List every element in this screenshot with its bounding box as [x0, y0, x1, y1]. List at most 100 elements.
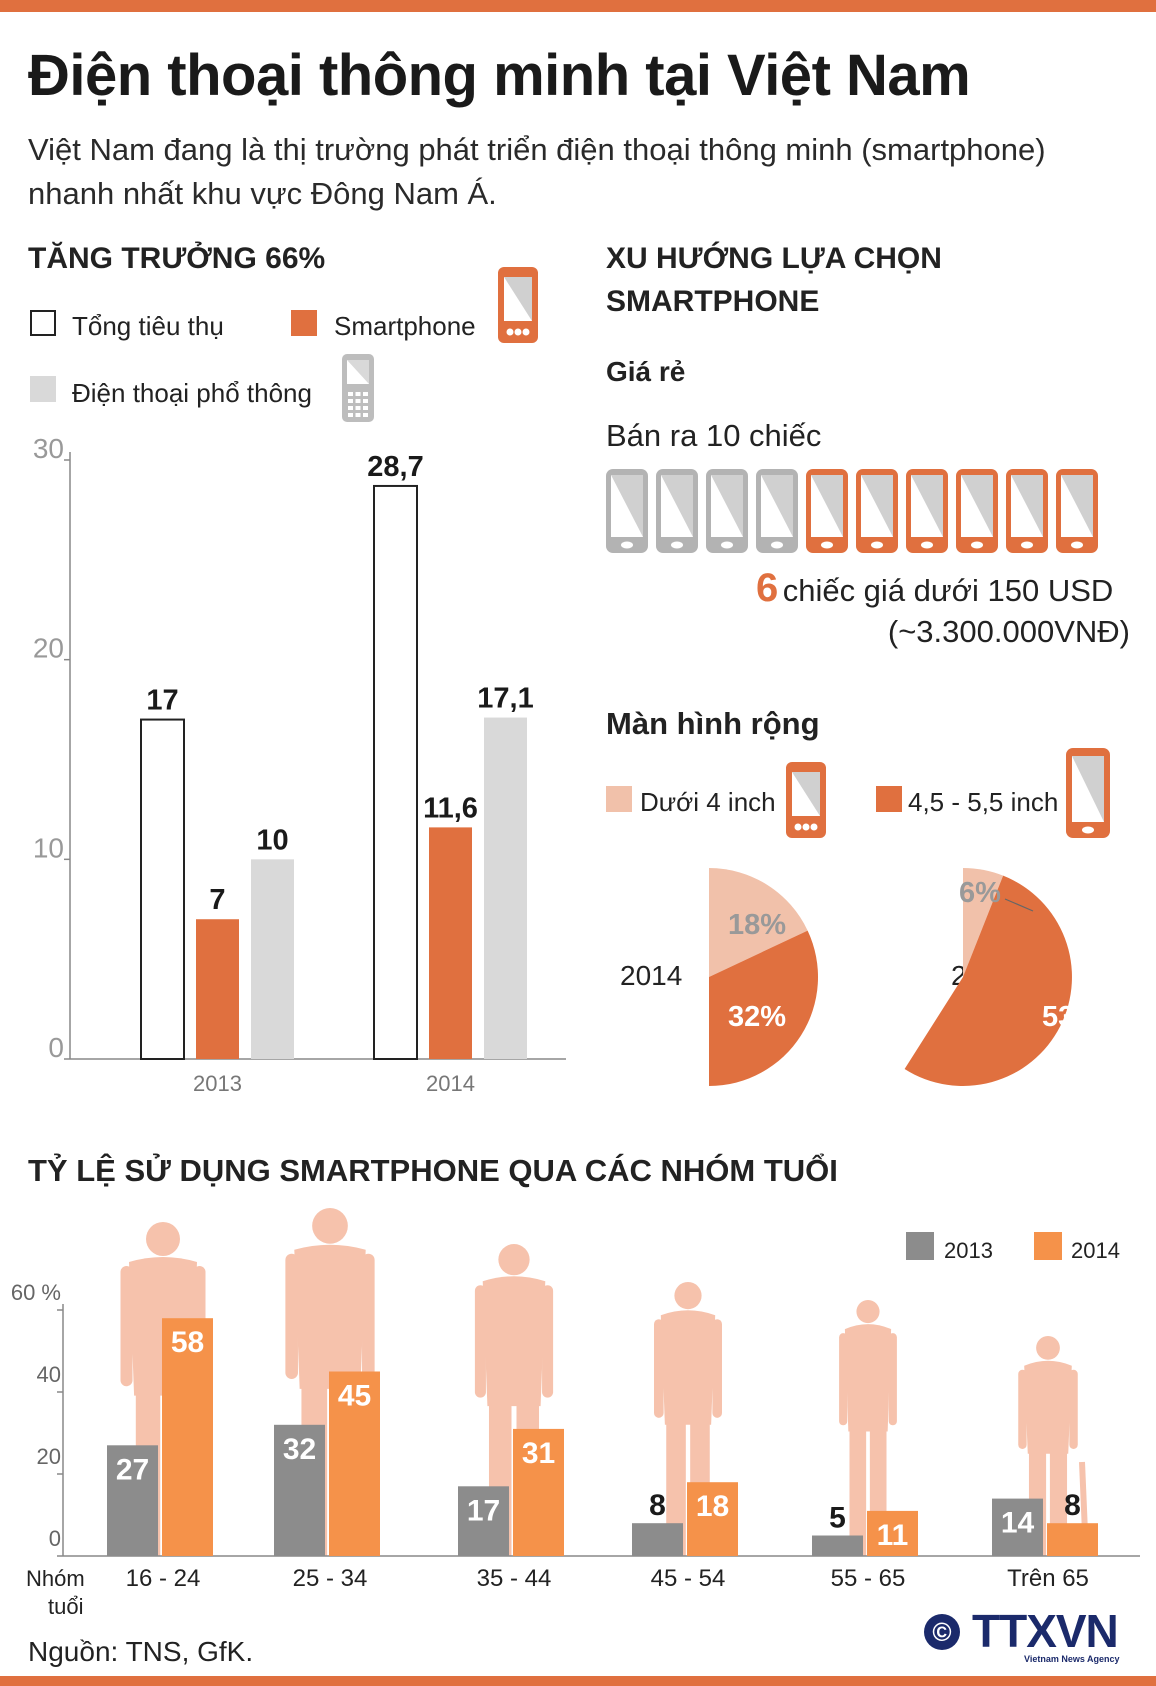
growth-bar-label: 17,1: [477, 683, 533, 715]
phone-icon-8: [956, 469, 998, 553]
person-silhouette-icon: [654, 1282, 722, 1556]
age-x-tick-label: 35 - 44: [477, 1565, 552, 1592]
small-screen-phone-icon: [786, 762, 826, 838]
pie-leader-line: [1004, 898, 1034, 912]
growth-bar-0-1: [373, 484, 418, 1060]
pie-slice-2015-1: [904, 875, 1072, 1086]
legend-label-smartphone: Smartphone: [334, 311, 476, 341]
age-bar-2014-5: [1047, 1523, 1098, 1556]
phones-row: [606, 469, 1098, 553]
cheap-heading: Giá rẻ: [606, 356, 686, 387]
age-bar-label: 8: [1064, 1489, 1081, 1522]
cheap-sold-label: Bán ra 10 chiếc: [606, 418, 822, 453]
smartphone-icon: [498, 267, 538, 343]
growth-bar-1-0: [196, 919, 239, 1059]
age-heading: TỶ LỆ SỬ DỤNG SMARTPHONE QUA CÁC NHÓM TU…: [28, 1153, 838, 1188]
age-bar-label: 27: [116, 1453, 149, 1486]
ttxvn-logo-subtitle: Vietnam News Agency: [1024, 1654, 1120, 1664]
age-bar-label: 5: [829, 1502, 846, 1535]
phone-icon-3: [706, 469, 748, 553]
growth-y-tick-label: 20: [33, 633, 64, 664]
age-x-tick-label: Trên 65: [1007, 1565, 1089, 1592]
phone-icon-2: [656, 469, 698, 553]
growth-bar-label: 17: [146, 685, 178, 717]
legend-label-total: Tổng tiêu thụ: [72, 311, 224, 341]
top-accent-bar: [0, 0, 1156, 12]
pie-label: 53%: [1042, 1001, 1100, 1033]
growth-bar-label: 7: [209, 884, 225, 916]
growth-bar-label: 10: [256, 824, 288, 856]
cheap-highlight-line: 6 chiếc giá dưới 150 USD: [756, 566, 1113, 611]
age-bar-2013-4: [812, 1535, 863, 1556]
age-bar-2014-4: [867, 1510, 918, 1556]
age-bar-label: 14: [1001, 1507, 1035, 1540]
age-bar-label: 31: [522, 1437, 555, 1470]
cheap-price-vnd: (~3.300.000VNĐ): [887, 614, 1130, 649]
age-bar-label: 8: [649, 1489, 666, 1522]
age-bar-label: 32: [283, 1433, 316, 1466]
trends-heading-line2: SMARTPHONE: [606, 285, 820, 318]
age-bar-2013-0: [107, 1445, 158, 1556]
group-label-line2: tuổi: [48, 1594, 84, 1619]
age-bar-2013-2: [458, 1486, 509, 1556]
age-bar-2013-5: [992, 1498, 1043, 1556]
phone-icon-7: [906, 469, 948, 553]
growth-bar-label: 11,6: [423, 792, 478, 824]
pie-year-2014: 2014: [620, 960, 683, 991]
legend-swatch-2014: [1034, 1232, 1062, 1260]
legend-swatch-2013: [906, 1232, 934, 1260]
growth-heading: TĂNG TRƯỞNG 66%: [28, 242, 326, 275]
age-bar-2013-3: [632, 1523, 683, 1556]
pie-slice-2014-1: [709, 930, 819, 1086]
ttxvn-logo: TTXVN: [972, 1605, 1119, 1657]
age-bar-2014-2: [513, 1428, 564, 1556]
pie-label: 18%: [728, 909, 786, 941]
age-y-tick-label: 60 %: [11, 1280, 61, 1305]
cheap-highlight-number: 6: [756, 566, 779, 610]
pie-label: 32%: [728, 1001, 786, 1033]
legend-swatch-total: [30, 310, 56, 336]
age-y-tick-label: 0: [49, 1526, 61, 1551]
phone-icon-10: [1056, 469, 1098, 553]
growth-y-tick-label: 0: [48, 1032, 64, 1063]
legend-label-small-screen: Dưới 4 inch: [640, 787, 776, 817]
large-screen-phone-icon: [1066, 748, 1110, 838]
growth-bar-2-0: [251, 859, 294, 1059]
age-y-tick-label: 20: [37, 1444, 61, 1469]
growth-x-tick-label: 2013: [193, 1071, 242, 1096]
legend-swatch-feature: [30, 376, 56, 402]
phone-icon-5: [806, 469, 848, 553]
legend-swatch-large-screen: [876, 786, 902, 812]
age-bar-label: 18: [696, 1490, 729, 1523]
growth-y-tick-label: 30: [33, 433, 64, 464]
age-bar-2014-3: [687, 1482, 738, 1556]
phone-icon-1: [606, 469, 648, 553]
legend-label-2013: 2013: [944, 1238, 993, 1263]
growth-bar-label: 28,7: [367, 451, 423, 483]
legend-swatch-smartphone: [291, 310, 317, 336]
bottom-accent-bar: [0, 1676, 1156, 1686]
age-bar-label: 11: [877, 1519, 909, 1552]
legend-label-large-screen: 4,5 - 5,5 inch: [908, 787, 1059, 817]
legend-label-2014: 2014: [1071, 1238, 1120, 1263]
source-note: Nguồn: TNS, GfK.: [28, 1636, 254, 1667]
copyright-icon: ©: [924, 1614, 960, 1650]
feature-phone-icon: [342, 354, 374, 422]
growth-bar-2-1: [484, 717, 527, 1059]
age-y-tick-label: 40: [37, 1362, 61, 1387]
age-x-tick-label: 16 - 24: [126, 1565, 201, 1592]
pie-label: 6%: [959, 877, 1001, 909]
wide-heading: Màn hình rộng: [606, 706, 820, 741]
age-bar-label: 45: [338, 1380, 371, 1413]
age-x-tick-label: 25 - 34: [293, 1565, 368, 1592]
phone-icon-9: [1006, 469, 1048, 553]
age-bar-2014-0: [162, 1318, 213, 1556]
age-x-tick-label: 45 - 54: [651, 1565, 726, 1592]
growth-x-tick-label: 2014: [426, 1071, 475, 1096]
legend-swatch-small-screen: [606, 786, 632, 812]
age-bar-label: 58: [171, 1326, 204, 1359]
age-bar-label: 17: [467, 1494, 500, 1527]
growth-bar-chart: 0 10 20 30 17 7 10 2013 28,7 11,6 17,1 2014: [33, 433, 566, 1096]
group-label-line1: Nhóm: [26, 1566, 85, 1591]
